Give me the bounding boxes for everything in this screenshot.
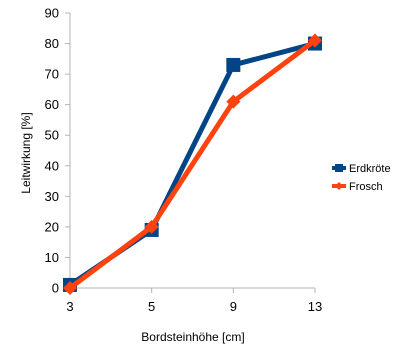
chart-legend: Erdkröte Frosch <box>332 163 391 193</box>
legend-swatch-marker <box>335 182 343 190</box>
y-tick-label: 50 <box>45 128 59 143</box>
y-tick-label: 70 <box>45 67 59 82</box>
tick-labels: 0 10 20 30 40 50 60 70 80 90 3 5 9 13 <box>45 6 323 315</box>
legend-item-erdkr-te: Erdkröte <box>332 163 391 175</box>
data-point-frosch <box>226 94 241 109</box>
legend-label: Frosch <box>349 181 383 193</box>
y-tick-label: 20 <box>45 219 59 234</box>
x-tick-label: 5 <box>148 299 155 314</box>
legend-label: Erdkröte <box>349 163 391 175</box>
y-tick-label: 60 <box>45 97 59 112</box>
series-frosch <box>63 33 322 295</box>
y-axis-title: Leitwirkung [%] <box>19 112 33 193</box>
x-axis-title: Bordsteinhöhe [cm] <box>141 330 244 344</box>
series-line-frosch <box>67 38 318 291</box>
legend-item-frosch: Frosch <box>332 181 383 193</box>
legend-swatch-marker <box>335 164 343 172</box>
x-tick-label: 9 <box>230 299 237 314</box>
data-point-frosch <box>63 281 77 295</box>
y-tick-label: 90 <box>45 6 59 21</box>
y-tick-label: 0 <box>52 281 59 296</box>
y-tick-label: 40 <box>45 158 59 173</box>
y-tick-label: 10 <box>45 250 59 265</box>
x-tick-label: 3 <box>66 299 73 314</box>
y-tick-label: 80 <box>45 36 59 51</box>
data-point-frosch <box>144 219 159 234</box>
data-point-erdkr-te <box>226 57 241 72</box>
x-tick-label: 13 <box>308 299 322 314</box>
y-tick-label: 30 <box>45 189 59 204</box>
data-point-frosch <box>308 33 322 48</box>
series-layer <box>63 33 322 295</box>
